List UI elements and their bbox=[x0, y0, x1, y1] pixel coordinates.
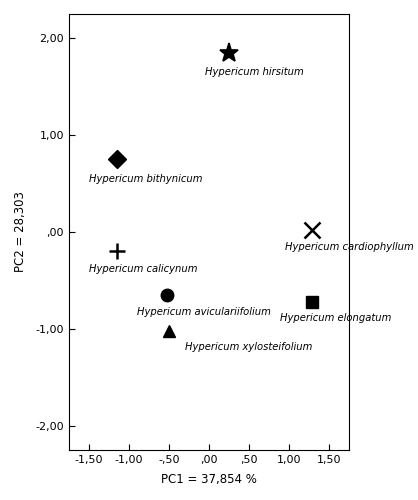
Text: Hypericum calicynum: Hypericum calicynum bbox=[89, 264, 197, 274]
Text: Hypericum aviculariifolium: Hypericum aviculariifolium bbox=[137, 308, 271, 318]
X-axis label: PC1 = 37,854 %: PC1 = 37,854 % bbox=[161, 473, 257, 486]
Text: Hypericum elongatum: Hypericum elongatum bbox=[280, 314, 391, 324]
Text: Hypericum hirsitum: Hypericum hirsitum bbox=[205, 67, 304, 77]
Text: Hypericum xylosteifolium: Hypericum xylosteifolium bbox=[185, 342, 312, 352]
Text: Hypericum bithynicum: Hypericum bithynicum bbox=[89, 174, 202, 184]
Text: Hypericum cardiophyllum: Hypericum cardiophyllum bbox=[285, 242, 414, 252]
Y-axis label: PC2 = 28,303: PC2 = 28,303 bbox=[14, 192, 27, 272]
